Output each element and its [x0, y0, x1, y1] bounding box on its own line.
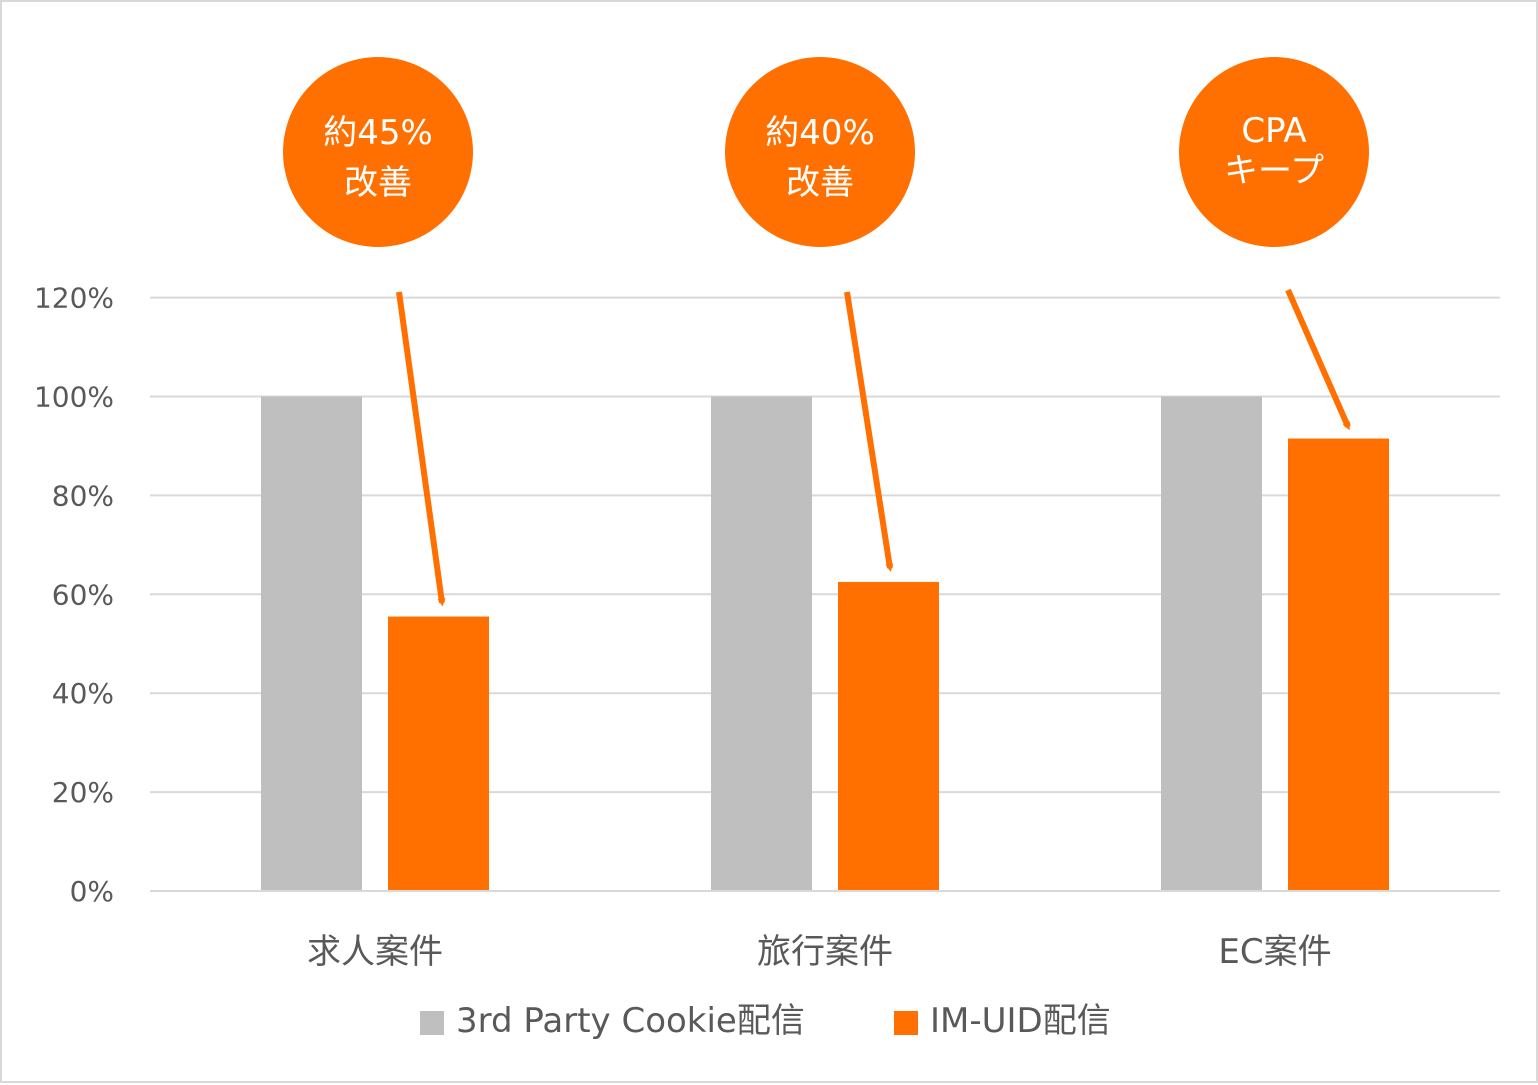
category-label: 求人案件	[307, 932, 443, 972]
bar-im-uid	[388, 616, 489, 891]
category-label: EC案件	[1218, 932, 1331, 972]
y-tick-label: 100%	[34, 381, 114, 414]
annotation-bubble	[725, 57, 915, 247]
annotation-text: 約45%	[323, 113, 433, 153]
x-axis-labels: 求人案件 旅行案件 EC案件	[307, 932, 1332, 972]
y-tick-label: 40%	[52, 677, 114, 710]
bar-3rd-party-cookie	[711, 396, 812, 891]
legend-swatch	[420, 1011, 444, 1035]
bar-im-uid	[1288, 438, 1389, 891]
legend-label: IM-UID配信	[930, 1001, 1111, 1041]
bars	[150, 396, 1500, 892]
legend-swatch	[894, 1011, 918, 1035]
category-label: 旅行案件	[757, 932, 893, 972]
annotation-text: 約40%	[765, 113, 875, 153]
annotation-arrows	[396, 288, 1351, 607]
y-tick-label: 0%	[70, 875, 114, 908]
y-tick-label: 120%	[34, 282, 114, 315]
annotation-text: 改善	[344, 163, 412, 203]
bar-3rd-party-cookie	[261, 396, 362, 891]
gridlines	[150, 296, 1500, 892]
y-tick-label: 60%	[52, 578, 114, 611]
legend: 3rd Party Cookie配信 IM-UID配信	[420, 1001, 1111, 1041]
bar-3rd-party-cookie	[1161, 396, 1262, 891]
annotation-arrow	[844, 291, 894, 572]
annotation-text: 改善	[786, 163, 854, 203]
annotation-bubble	[1179, 57, 1369, 247]
annotation-arrow	[396, 291, 446, 607]
bar-im-uid	[838, 581, 939, 891]
annotation-text: CPA	[1241, 111, 1306, 151]
annotation-text: キープ	[1224, 151, 1324, 191]
y-tick-label: 20%	[52, 776, 114, 809]
y-tick-label: 80%	[52, 479, 114, 512]
annotation-arrow	[1285, 288, 1351, 431]
y-axis-ticks: 0% 20% 40% 60% 80% 100% 120%	[34, 282, 114, 908]
annotation-bubble	[283, 57, 473, 247]
legend-label: 3rd Party Cookie配信	[456, 1001, 805, 1041]
